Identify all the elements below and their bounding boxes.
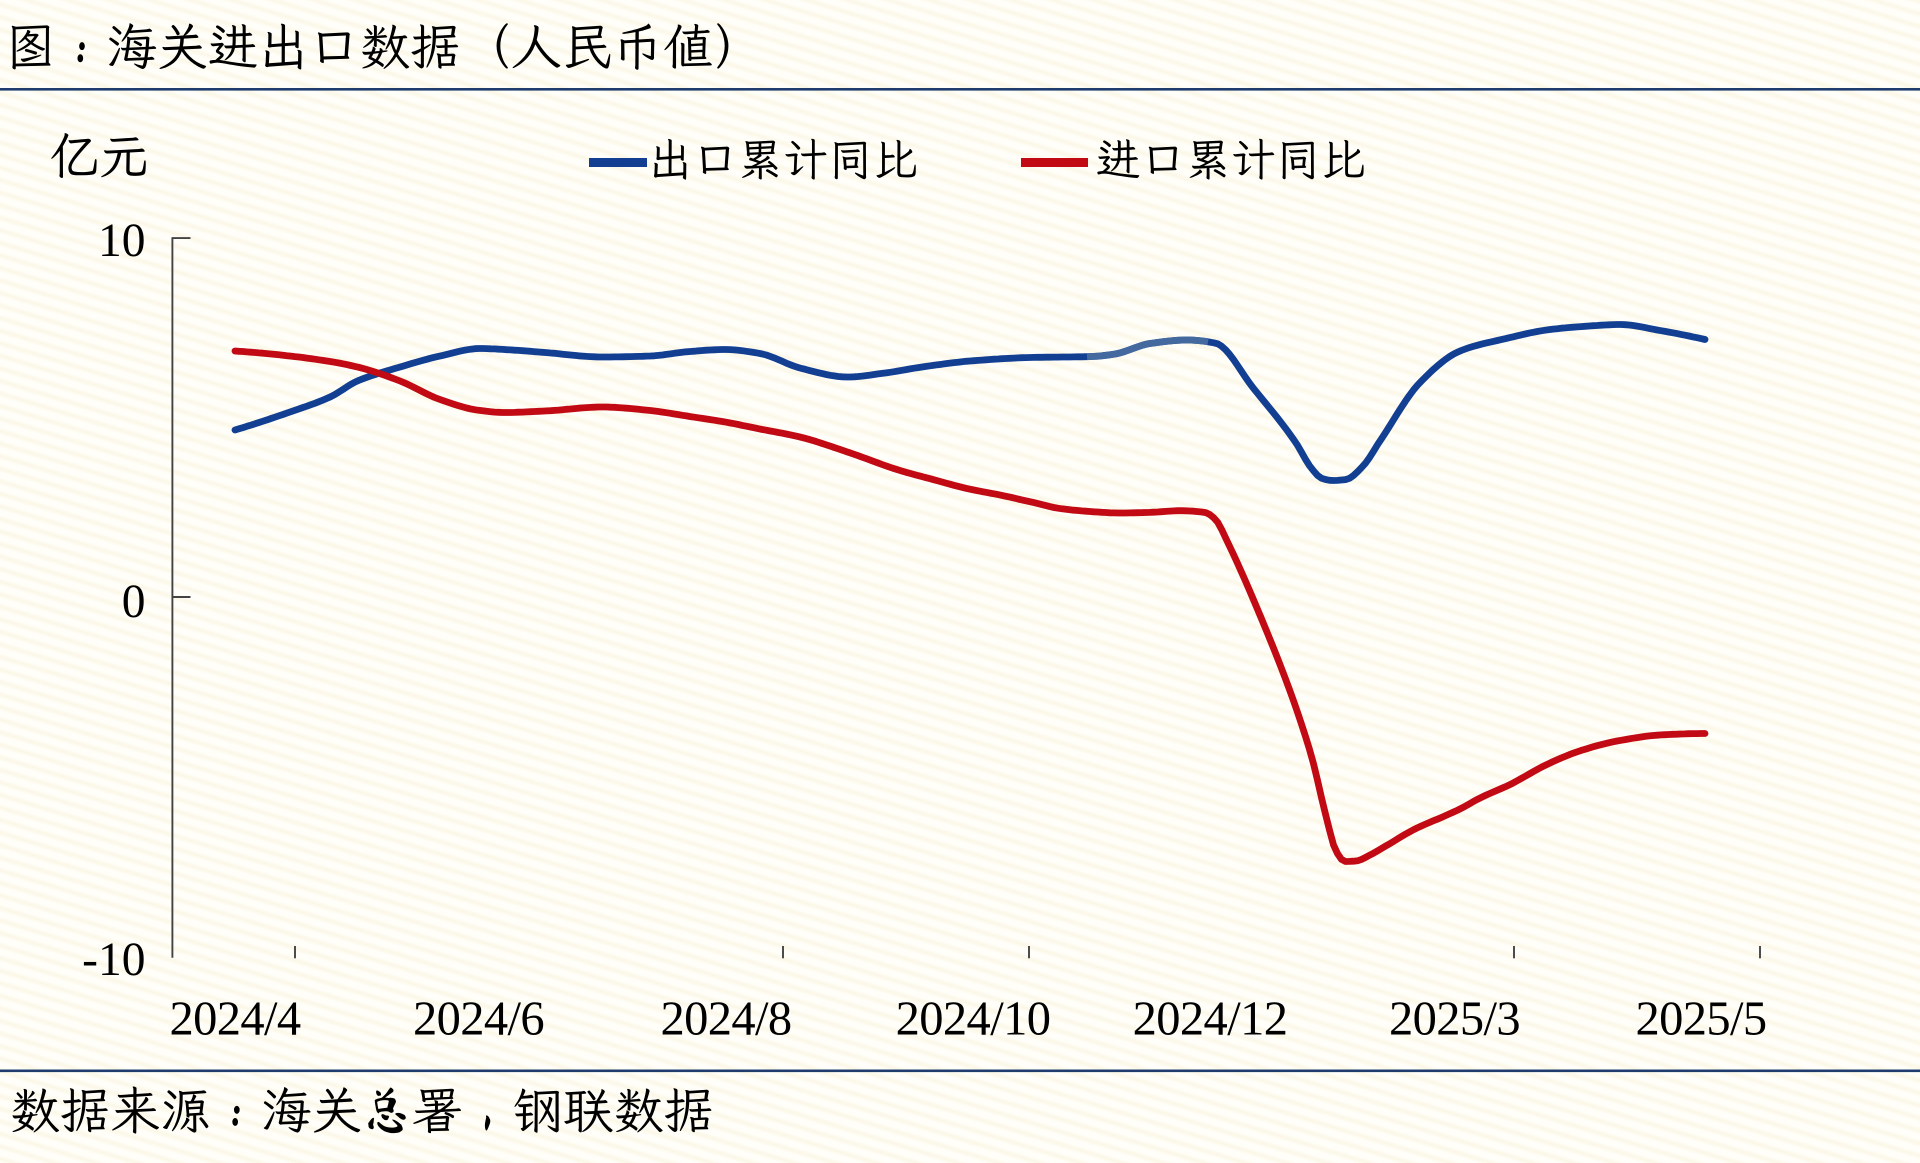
- svg-text:2025/5: 2025/5: [1635, 992, 1766, 1045]
- svg-text:2025/3: 2025/3: [1389, 992, 1520, 1045]
- svg-text:0: 0: [122, 576, 146, 628]
- svg-text:-10: -10: [82, 934, 145, 986]
- svg-text:10: 10: [98, 215, 146, 267]
- svg-text:2024/6: 2024/6: [413, 992, 544, 1045]
- svg-text:2024/8: 2024/8: [660, 992, 791, 1045]
- svg-text:2024/4: 2024/4: [169, 992, 300, 1045]
- svg-text:2024/12: 2024/12: [1133, 992, 1288, 1045]
- svg-text:2024/10: 2024/10: [896, 992, 1051, 1045]
